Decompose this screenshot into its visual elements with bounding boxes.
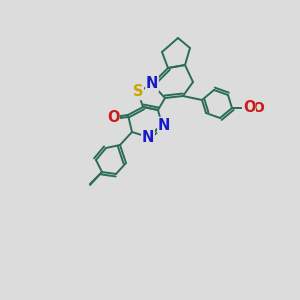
Text: O: O — [107, 110, 119, 124]
Text: O: O — [252, 101, 264, 115]
Text: O: O — [243, 100, 255, 116]
Text: N: N — [146, 76, 158, 92]
Text: S: S — [133, 85, 143, 100]
Text: N: N — [158, 118, 170, 133]
Text: N: N — [142, 130, 154, 145]
